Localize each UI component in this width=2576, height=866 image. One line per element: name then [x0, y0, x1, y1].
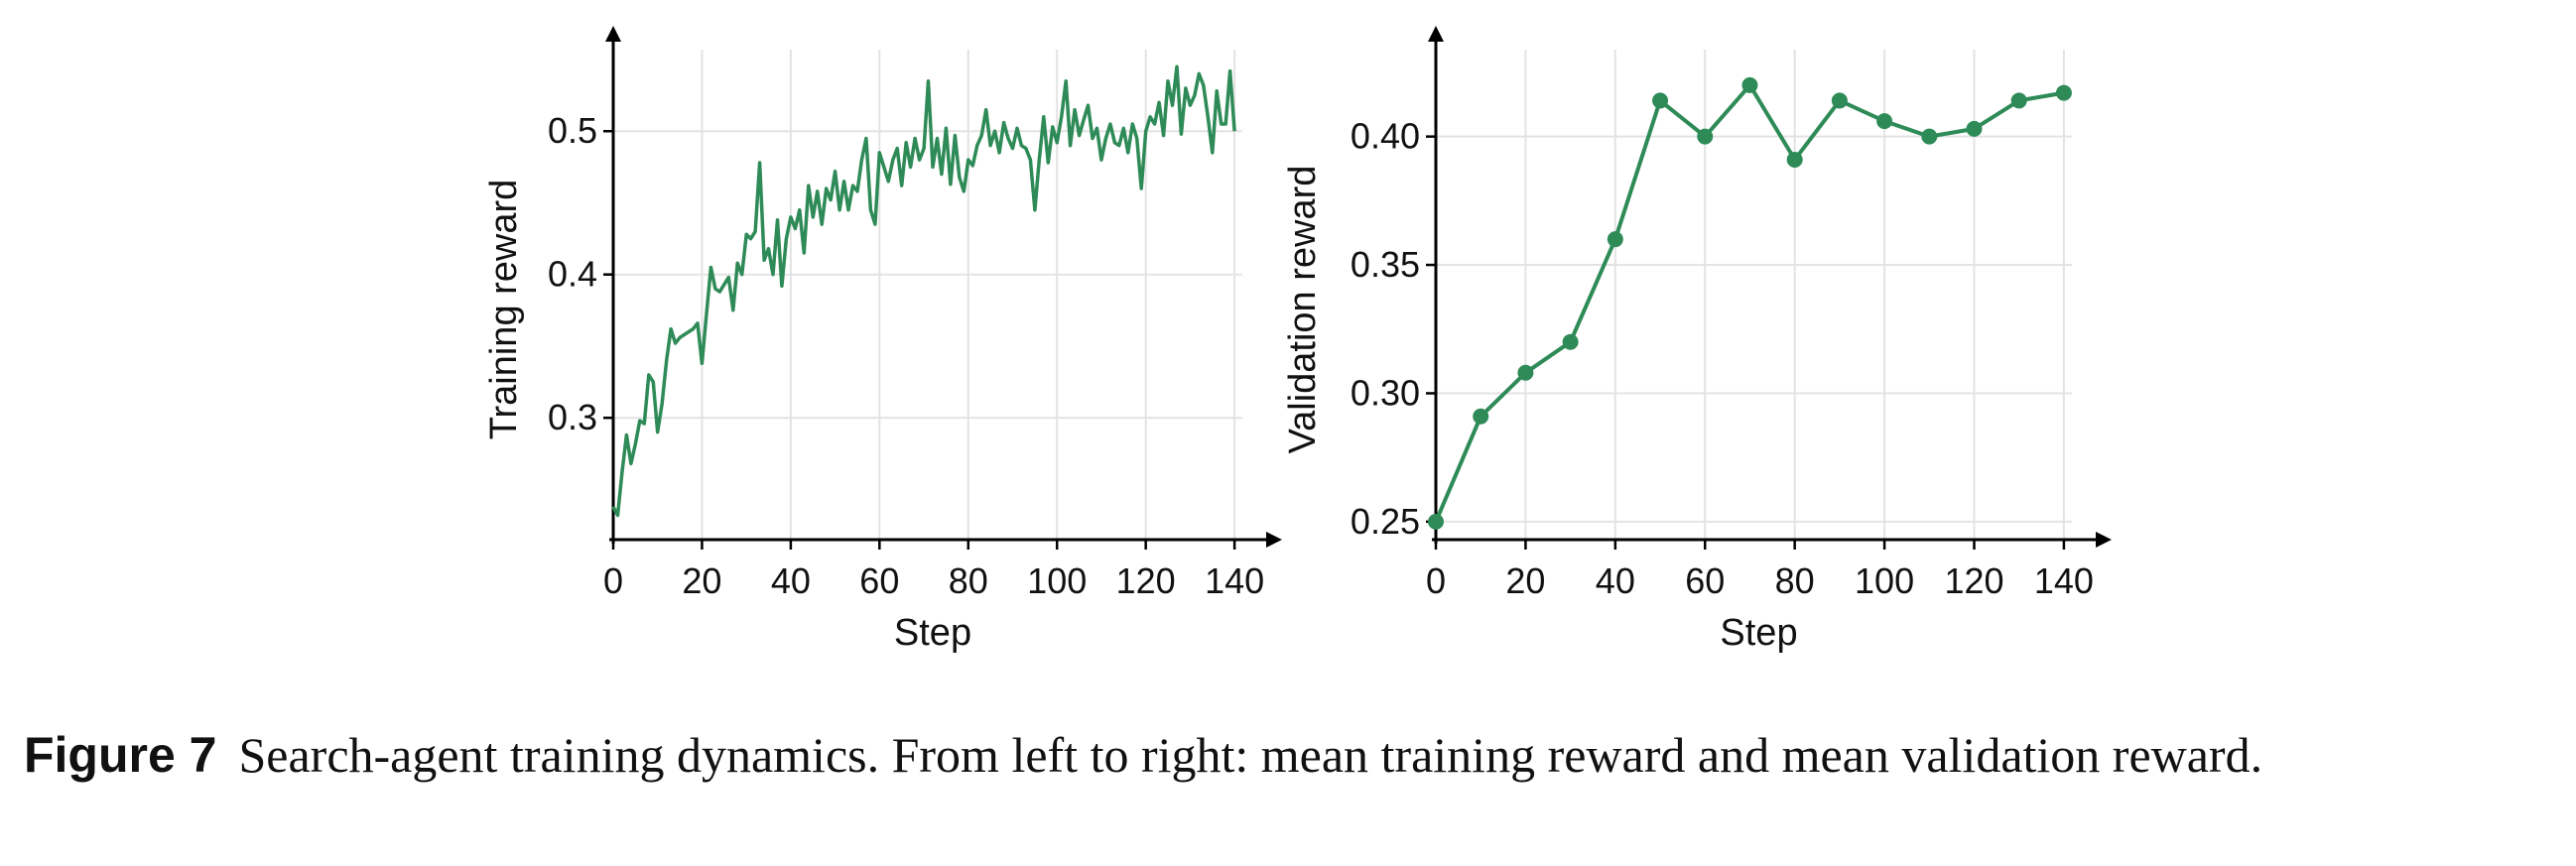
- training-reward-chart: 0 20 40 60 80 100 120 140 0.3 0.4 0.5 Step Training …: [483, 26, 1282, 654]
- y-tick-label: 0.30: [1351, 372, 1420, 413]
- y-tick-label: 0.25: [1351, 501, 1420, 542]
- data-point: [1831, 92, 1848, 109]
- x-tick-label: 40: [1596, 560, 1635, 601]
- x-axis-title: Step: [894, 612, 971, 654]
- data-point: [2010, 92, 2027, 109]
- data-point: [1966, 120, 1983, 137]
- x-tick-label: 140: [1205, 560, 1264, 601]
- data-point: [1428, 513, 1444, 530]
- y-tick-label: 0.35: [1351, 244, 1420, 285]
- x-tick-label: 20: [682, 560, 721, 601]
- y-axis-arrow: [605, 26, 621, 42]
- x-axis-arrow: [1266, 532, 1282, 548]
- x-tick-label: 60: [1685, 560, 1725, 601]
- data-point: [1876, 113, 1893, 130]
- data-point: [1921, 128, 1938, 145]
- data-point: [2055, 84, 2072, 101]
- y-axis-title: Validation reward: [1282, 166, 1324, 454]
- y-tick-label: 0.5: [548, 110, 597, 151]
- figure-charts: 0 20 40 60 80 100 120 140 0.3 0.4 0.5 Step Training …: [483, 26, 2112, 654]
- x-tick-label: 100: [1027, 560, 1087, 601]
- figure-label: Figure 7: [24, 727, 217, 783]
- data-point: [1786, 151, 1803, 168]
- x-tick-label: 0: [603, 560, 623, 601]
- y-axis-arrow: [1428, 26, 1444, 42]
- caption-text: Search-agent training dynamics. From lef…: [238, 727, 2263, 783]
- x-tick-label: 120: [1944, 560, 2003, 601]
- x-axis-title: Step: [1720, 612, 1797, 654]
- validation-reward-chart: 0 20 40 60 80 100 120 140 0.25 0.30 0.35 0.40 Step Va…: [1282, 26, 2112, 654]
- data-point: [1607, 231, 1623, 248]
- data-point: [1562, 333, 1579, 350]
- figure-caption: Figure 7 Search-agent training dynamics. …: [24, 722, 2552, 788]
- y-tick-label: 0.3: [548, 397, 597, 437]
- y-tick-label: 0.4: [548, 254, 597, 295]
- y-axis-title: Training reward: [483, 180, 525, 440]
- x-tick-label: 60: [859, 560, 899, 601]
- data-point: [1697, 128, 1714, 145]
- data-point: [1517, 364, 1534, 381]
- data-point: [1473, 408, 1489, 425]
- x-tick-label: 0: [1426, 560, 1446, 601]
- x-tick-label: 80: [949, 560, 988, 601]
- data-point: [1741, 76, 1758, 93]
- series-line: [611, 64, 1236, 518]
- x-tick-label: 40: [771, 560, 811, 601]
- x-tick-label: 80: [1775, 560, 1815, 601]
- x-axis-arrow: [2096, 532, 2112, 548]
- x-tick-label: 120: [1116, 560, 1176, 601]
- data-point: [1652, 92, 1669, 109]
- y-tick-label: 0.40: [1351, 116, 1420, 157]
- series-line: [1434, 82, 2065, 523]
- x-tick-label: 20: [1505, 560, 1545, 601]
- x-tick-label: 140: [2034, 560, 2094, 601]
- x-tick-label: 100: [1855, 560, 1914, 601]
